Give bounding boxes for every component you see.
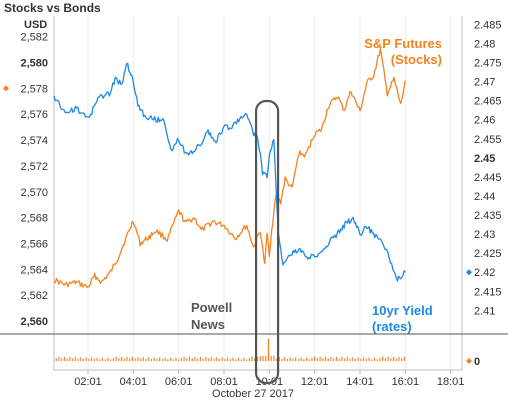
powell-news-highlight bbox=[254, 99, 280, 385]
x-axis: 02:01 04:01 06:01 08:01 10:01 12:01 14:01 16:01… bbox=[74, 370, 464, 388]
right-tick-label: 2.485 bbox=[474, 19, 502, 31]
left-tick-label: 2,580 bbox=[20, 58, 48, 70]
x-tick-label: 18:01 bbox=[437, 376, 465, 388]
x-tick-label: 14:01 bbox=[346, 376, 374, 388]
chart-title: Stocks vs Bonds bbox=[4, 1, 101, 15]
right-tick-label: 2.47 bbox=[474, 77, 495, 89]
left-tick-label: 2,562 bbox=[20, 290, 48, 302]
left-tick-label: 2,572 bbox=[20, 161, 48, 173]
right-current-marker bbox=[466, 269, 472, 276]
left-tick-label: 2,560 bbox=[20, 316, 48, 328]
series-layer bbox=[53, 47, 406, 288]
sp-futures-label: S&P Futures bbox=[364, 36, 442, 51]
left-tick-label: 2,570 bbox=[20, 187, 48, 199]
right-tick-label: 2.41 bbox=[474, 305, 495, 317]
right-tick-label: 2.445 bbox=[474, 172, 502, 184]
right-tick-label: 2.455 bbox=[474, 134, 502, 146]
x-tick-label: 08:01 bbox=[210, 376, 238, 388]
x-axis-label: October 27 2017 bbox=[212, 388, 294, 400]
annotation-layer: S&P Futures(Stocks) 10yr Yield(rates) Powe… bbox=[191, 36, 442, 334]
volume-panel: 0 bbox=[55, 339, 480, 368]
left-current-marker bbox=[3, 85, 9, 92]
left-tick-label: 2,574 bbox=[20, 135, 48, 147]
left-tick-label: 2,582 bbox=[20, 32, 48, 44]
right-tick-label: 2.46 bbox=[474, 115, 495, 127]
right-tick-label: 2.425 bbox=[474, 248, 502, 260]
highlight-layer bbox=[254, 99, 280, 385]
powell-label: Powell bbox=[191, 300, 232, 315]
left-tick-label: 2,568 bbox=[20, 213, 48, 225]
grid-lines bbox=[87, 16, 452, 370]
right-tick-label: 2.42 bbox=[474, 267, 495, 279]
left-tick-label: 2,576 bbox=[20, 109, 48, 121]
left-axis: 2,582 2,580 2,578 2,576 2,574 2,572 2,570 2,568… bbox=[3, 32, 48, 328]
right-tick-label: 2.415 bbox=[474, 286, 502, 298]
right-tick-label: 2.465 bbox=[474, 96, 502, 108]
x-tick-label: 16:01 bbox=[392, 376, 420, 388]
volume-tick-label: 0 bbox=[474, 356, 480, 368]
yield-sublabel: (rates) bbox=[372, 319, 412, 334]
yield-label: 10yr Yield bbox=[372, 303, 433, 318]
right-tick-label: 2.48 bbox=[474, 38, 495, 50]
powell-sublabel: News bbox=[191, 317, 225, 332]
sp-futures-sublabel: (Stocks) bbox=[391, 52, 442, 67]
right-tick-label: 2.44 bbox=[474, 191, 495, 203]
right-tick-label: 2.45 bbox=[474, 153, 495, 165]
axes-frame bbox=[0, 16, 508, 371]
left-tick-label: 2,566 bbox=[20, 239, 48, 251]
x-tick-label: 02:01 bbox=[74, 376, 102, 388]
left-axis-unit: USD bbox=[24, 19, 47, 31]
right-axis: 2.485 2.48 2.475 2.47 2.465 2.46 2.455 2.45 2.44… bbox=[466, 19, 502, 317]
sp-futures-line bbox=[53, 47, 406, 288]
right-tick-label: 2.43 bbox=[474, 229, 495, 241]
volume-marker bbox=[466, 358, 472, 364]
x-tick-label: 06:01 bbox=[165, 376, 193, 388]
left-tick-label: 2,564 bbox=[20, 264, 48, 276]
x-tick-label: 04:01 bbox=[120, 376, 148, 388]
left-tick-label: 2,578 bbox=[20, 83, 48, 95]
x-tick-label: 12:01 bbox=[301, 376, 329, 388]
right-tick-label: 2.475 bbox=[474, 58, 502, 70]
yield-line bbox=[53, 62, 406, 282]
right-tick-label: 2.435 bbox=[474, 210, 502, 222]
